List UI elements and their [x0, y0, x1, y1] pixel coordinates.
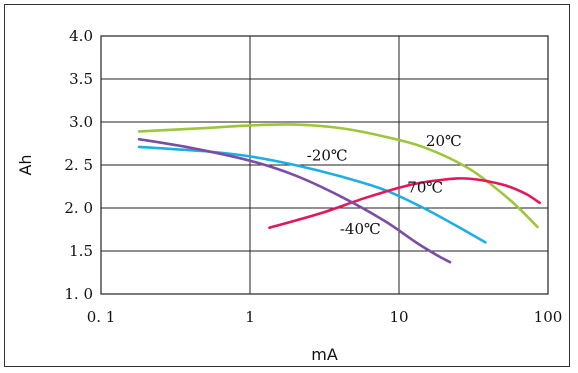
x-tick-label: 100: [534, 308, 563, 326]
chart-svg: 20℃ -20℃ 70℃ -40℃ 1. 0 1.5 2. 0 2. 5 3.0 3.5 4.0 0…: [16, 27, 562, 364]
series-line-20c: [137, 123, 539, 229]
y-tick-label: 3.0: [69, 113, 93, 131]
y-axis-label: Ah: [16, 154, 35, 175]
chart-frame: 20℃ -20℃ 70℃ -40℃ 1. 0 1.5 2. 0 2. 5 3.0 3.5 4.0 0…: [4, 4, 570, 367]
y-tick-label: 4.0: [69, 27, 93, 45]
series-label-minus-40c: -40℃: [340, 220, 381, 238]
y-tick-label: 1. 0: [64, 285, 93, 303]
y-tick-label: 3.5: [69, 70, 93, 88]
plot-border: [100, 35, 549, 295]
series-line-minus-40c: [137, 137, 452, 264]
series-label-70c: 70℃: [407, 179, 443, 197]
x-tick-label: 1: [245, 308, 255, 326]
grid-layer: [100, 35, 549, 295]
x-axis-label: mA: [311, 345, 338, 364]
y-tick-label: 2. 0: [64, 199, 93, 217]
series-line-70c: [268, 177, 542, 230]
series-layer: [137, 123, 542, 264]
series-label-20c: 20℃: [426, 132, 462, 150]
y-tick-label: 2. 5: [64, 156, 93, 174]
x-tick-label: 10: [389, 308, 408, 326]
y-tick-label: 1.5: [69, 242, 93, 260]
x-tick-label: 0. 1: [87, 308, 116, 326]
series-label-minus-20c: -20℃: [307, 147, 348, 165]
tick-layer: 1. 0 1.5 2. 0 2. 5 3.0 3.5 4.0 0. 1 1 10 100: [64, 27, 562, 326]
label-layer: 20℃ -20℃ 70℃ -40℃: [307, 132, 462, 238]
